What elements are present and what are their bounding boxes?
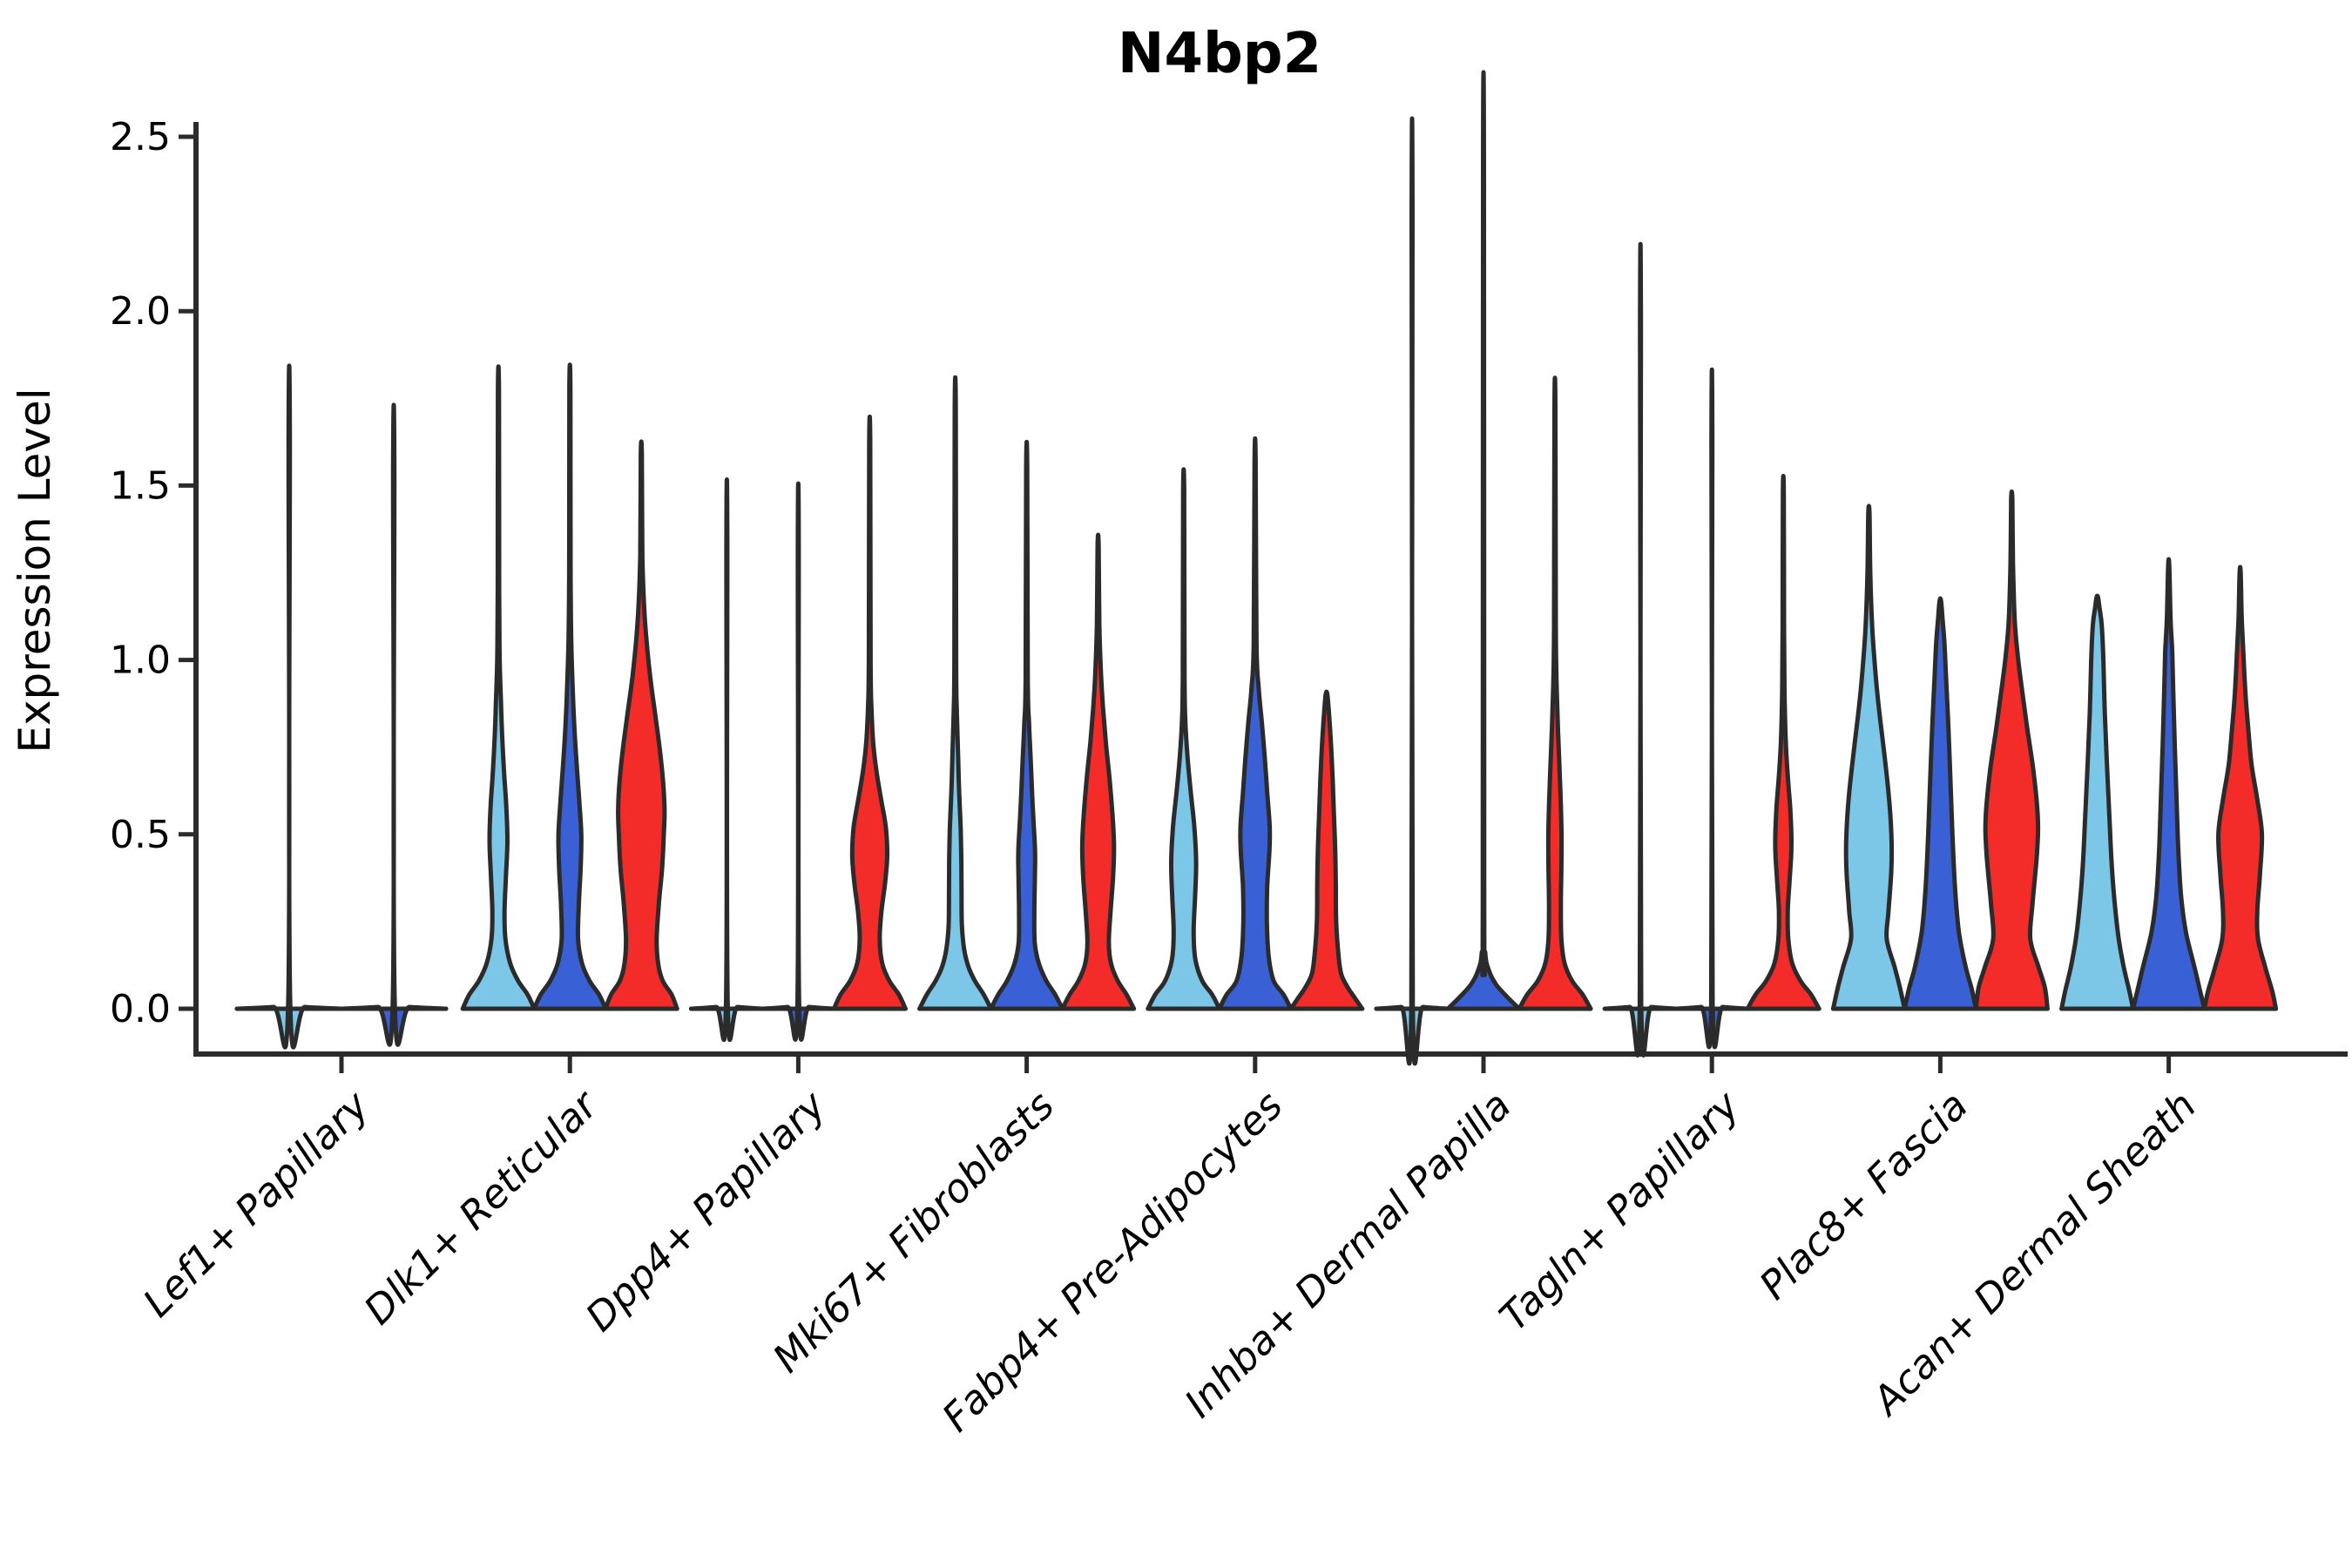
- y-tick-label: 0.5: [110, 813, 171, 857]
- violin-dpp4-papillary-blue_light: [688, 477, 765, 1043]
- violin-dpp4-papillary-red: [831, 414, 908, 1011]
- violin-dlk1-reticular-blue_light: [460, 364, 537, 1011]
- page-title: N4bp2: [1118, 22, 1321, 86]
- violin-fabp4-pre-adipocytes-blue_light: [1146, 467, 1222, 1011]
- violin-mki67-fibroblasts-blue_light: [917, 375, 994, 1011]
- violin-plac8-fascia-blue_dark: [1902, 596, 1978, 1011]
- violin-lef1-papillary-blue_dark: [339, 402, 449, 1047]
- violin-dlk1-reticular-red: [603, 439, 679, 1011]
- y-tick-label: 2.5: [110, 115, 171, 159]
- y-axis-title: Expression Level: [10, 388, 60, 753]
- violin-acan-dermal-sheath-blue_light: [2059, 593, 2136, 1011]
- violin-lef1-papillary-blue_light: [234, 363, 344, 1050]
- violin-mki67-fibroblasts-blue_dark: [989, 440, 1065, 1011]
- violin-inhba-dermal-papilla-blue_dark: [1445, 70, 1522, 1011]
- violin-tagln-papillary-blue_dark: [1673, 368, 1750, 1050]
- y-tick-label: 1.0: [110, 639, 171, 683]
- violin-fabp4-pre-adipocytes-blue_dark: [1217, 436, 1294, 1011]
- violin-acan-dermal-sheath-blue_dark: [2131, 557, 2207, 1011]
- y-tick-label: 1.5: [110, 463, 171, 508]
- y-tick-label: 0.0: [110, 987, 171, 1031]
- violin-mki67-fibroblasts-red: [1060, 532, 1137, 1011]
- y-tick-label: 2.0: [110, 289, 171, 334]
- violin-plac8-fascia-blue_light: [1830, 504, 1907, 1011]
- violin-dlk1-reticular-blue_dark: [531, 362, 608, 1011]
- violin-fabp4-pre-adipocytes-red: [1288, 689, 1365, 1011]
- violin-inhba-dermal-papilla-blue_light: [1374, 116, 1450, 1066]
- violin-tagln-papillary-blue_light: [1602, 242, 1679, 1058]
- violin-layer: [234, 70, 2279, 1066]
- violin-dpp4-papillary-blue_dark: [760, 481, 836, 1042]
- violin-inhba-dermal-papilla-red: [1517, 375, 1593, 1011]
- violin-plac8-fascia-red: [1973, 489, 2050, 1011]
- violin-acan-dermal-sheath-red: [2202, 564, 2279, 1011]
- violin-tagln-papillary-red: [1745, 473, 1821, 1011]
